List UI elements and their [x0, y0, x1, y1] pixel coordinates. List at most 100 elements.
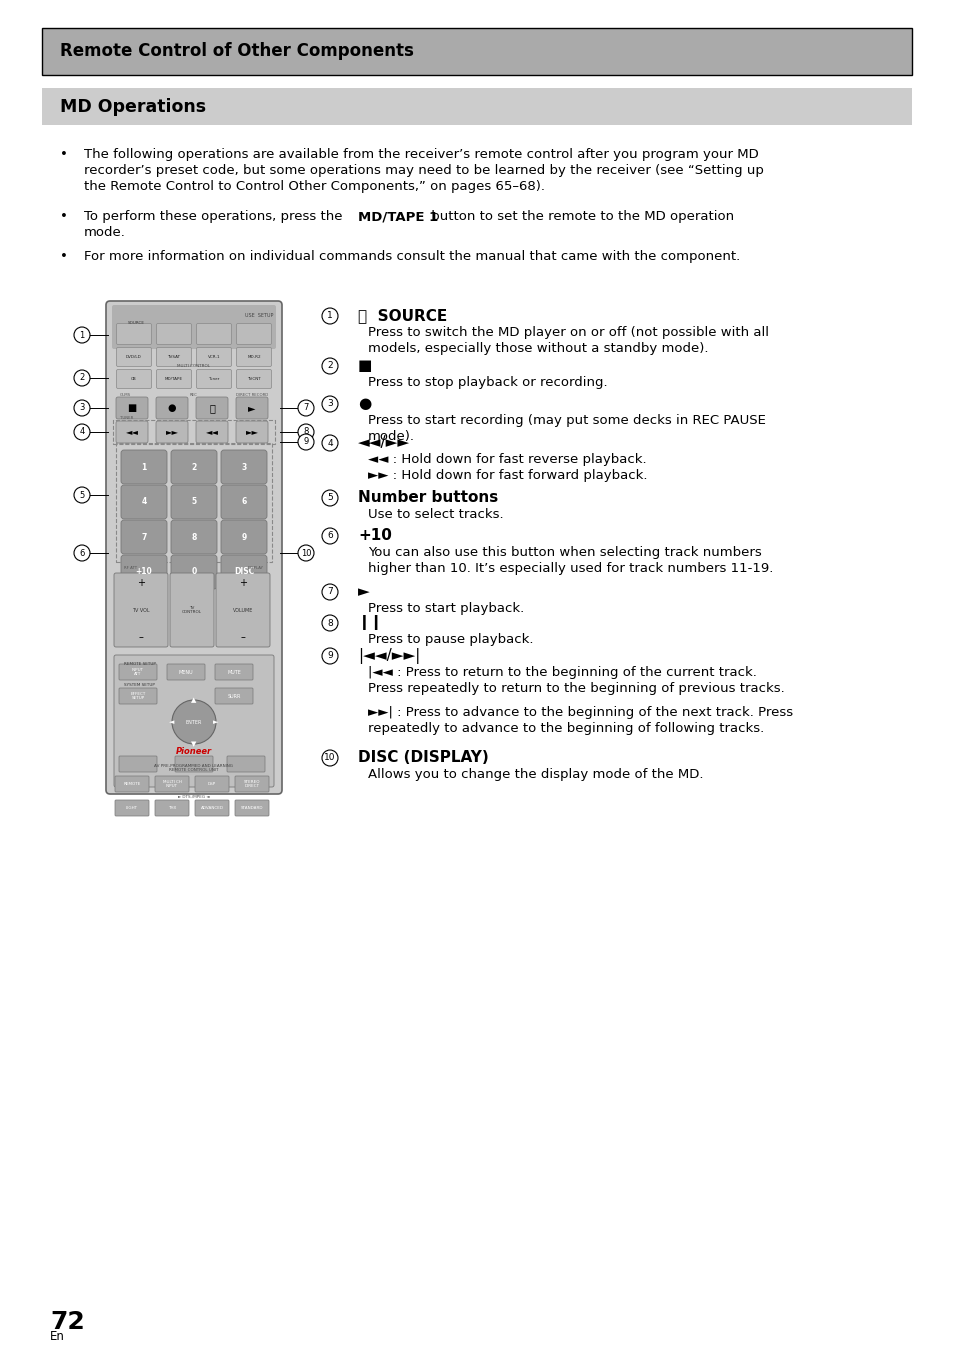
Circle shape: [297, 425, 314, 439]
Circle shape: [74, 369, 90, 386]
FancyBboxPatch shape: [221, 555, 267, 589]
Text: Press to start playback.: Press to start playback.: [368, 603, 524, 615]
Text: Remote Control of Other Components: Remote Control of Other Components: [60, 43, 414, 61]
FancyBboxPatch shape: [227, 756, 265, 772]
FancyBboxPatch shape: [115, 799, 149, 816]
FancyBboxPatch shape: [106, 301, 282, 794]
Text: 10: 10: [324, 754, 335, 763]
Circle shape: [322, 396, 337, 412]
Text: ADVANCED: ADVANCED: [200, 806, 223, 810]
Text: +: +: [239, 578, 247, 588]
Text: ►►: ►►: [165, 427, 178, 437]
FancyBboxPatch shape: [121, 520, 167, 554]
FancyBboxPatch shape: [116, 348, 152, 367]
Text: TUNER: TUNER: [120, 417, 133, 421]
FancyBboxPatch shape: [196, 369, 232, 388]
FancyBboxPatch shape: [195, 421, 228, 443]
Text: REMOTE: REMOTE: [123, 782, 140, 786]
Text: AV PRE-PROGRAMMED AND LEARNING
REMOTE CONTROL UNIT: AV PRE-PROGRAMMED AND LEARNING REMOTE CO…: [154, 764, 233, 772]
Text: Pioneer: Pioneer: [175, 748, 212, 756]
FancyBboxPatch shape: [116, 324, 152, 345]
Text: 8: 8: [327, 619, 333, 628]
Text: –: –: [240, 632, 245, 642]
FancyBboxPatch shape: [214, 665, 253, 679]
FancyBboxPatch shape: [236, 324, 272, 345]
FancyBboxPatch shape: [195, 398, 228, 419]
FancyBboxPatch shape: [236, 369, 272, 388]
Text: SOURCE: SOURCE: [128, 321, 145, 325]
Text: +: +: [137, 578, 145, 588]
Text: 2: 2: [192, 462, 196, 472]
Text: 9: 9: [241, 532, 247, 542]
Text: DISC: DISC: [233, 568, 253, 577]
Text: Tuner: Tuner: [208, 377, 219, 381]
Text: ⏸: ⏸: [209, 403, 214, 412]
FancyBboxPatch shape: [196, 324, 232, 345]
Circle shape: [74, 487, 90, 503]
Text: MUTE: MUTE: [227, 670, 241, 674]
FancyBboxPatch shape: [215, 573, 270, 647]
Text: USE  SETUP: USE SETUP: [244, 313, 273, 318]
Text: 5: 5: [327, 493, 333, 503]
FancyBboxPatch shape: [113, 655, 274, 787]
Text: –: –: [138, 632, 143, 642]
Text: TV VOL: TV VOL: [132, 608, 150, 612]
Text: ●: ●: [357, 396, 371, 411]
Text: For more information on individual commands consult the manual that came with th: For more information on individual comma…: [84, 249, 740, 263]
Text: +10: +10: [357, 528, 392, 543]
Text: 8: 8: [192, 532, 196, 542]
Bar: [42, 88, 911, 125]
Text: SYSTEM SETUP: SYSTEM SETUP: [124, 683, 154, 687]
Circle shape: [74, 545, 90, 561]
FancyBboxPatch shape: [194, 799, 229, 816]
Text: ►: ►: [357, 584, 370, 599]
Text: INPUT
ATT: INPUT ATT: [132, 669, 144, 675]
Circle shape: [74, 425, 90, 439]
Text: ●: ●: [168, 403, 176, 412]
Text: 2: 2: [327, 361, 333, 371]
Text: 4: 4: [141, 497, 147, 507]
Text: VOLUME: VOLUME: [233, 608, 253, 612]
Text: 10: 10: [300, 549, 311, 558]
Text: MENU: MENU: [178, 670, 193, 674]
Text: MULTI CONTROL: MULTI CONTROL: [177, 364, 211, 368]
Text: Press to pause playback.: Press to pause playback.: [368, 634, 533, 646]
Circle shape: [297, 545, 314, 561]
Text: 1: 1: [141, 462, 147, 472]
FancyBboxPatch shape: [235, 421, 268, 443]
Text: You can also use this button when selecting track numbers: You can also use this button when select…: [368, 546, 760, 559]
Text: •: •: [60, 249, 68, 263]
Text: ►: ►: [213, 718, 218, 725]
FancyBboxPatch shape: [156, 369, 192, 388]
Text: repeatedly to advance to the beginning of following tracks.: repeatedly to advance to the beginning o…: [368, 723, 763, 735]
Text: ◄: ◄: [169, 718, 174, 725]
FancyBboxPatch shape: [221, 485, 267, 519]
Text: ►►: ►►: [245, 427, 258, 437]
Text: Number buttons: Number buttons: [357, 491, 497, 506]
Text: LIGHT: LIGHT: [126, 806, 138, 810]
FancyBboxPatch shape: [156, 421, 188, 443]
Text: ■: ■: [128, 403, 136, 412]
FancyBboxPatch shape: [167, 665, 205, 679]
Text: •: •: [60, 148, 68, 160]
Text: 7: 7: [327, 588, 333, 597]
Text: DISC (DISPLAY): DISC (DISPLAY): [357, 749, 488, 766]
Circle shape: [322, 749, 337, 766]
FancyBboxPatch shape: [121, 555, 167, 589]
FancyBboxPatch shape: [112, 305, 275, 349]
FancyBboxPatch shape: [119, 687, 157, 704]
FancyBboxPatch shape: [171, 520, 216, 554]
FancyBboxPatch shape: [154, 799, 189, 816]
Text: button to set the remote to the MD operation: button to set the remote to the MD opera…: [427, 210, 734, 222]
Text: +10: +10: [135, 568, 152, 577]
Text: ►: ►: [248, 403, 255, 412]
Text: higher than 10. It’s especially used for track numbers 11-19.: higher than 10. It’s especially used for…: [368, 562, 773, 576]
Text: Allows you to change the display mode of the MD.: Allows you to change the display mode of…: [368, 768, 702, 780]
Text: 8: 8: [303, 427, 309, 437]
FancyBboxPatch shape: [156, 324, 192, 345]
Text: 5: 5: [192, 497, 196, 507]
Text: ■: ■: [357, 359, 372, 373]
Text: 9: 9: [303, 438, 309, 446]
Text: ◄◄/►►: ◄◄/►►: [357, 435, 410, 450]
Text: ENTER: ENTER: [186, 720, 202, 724]
